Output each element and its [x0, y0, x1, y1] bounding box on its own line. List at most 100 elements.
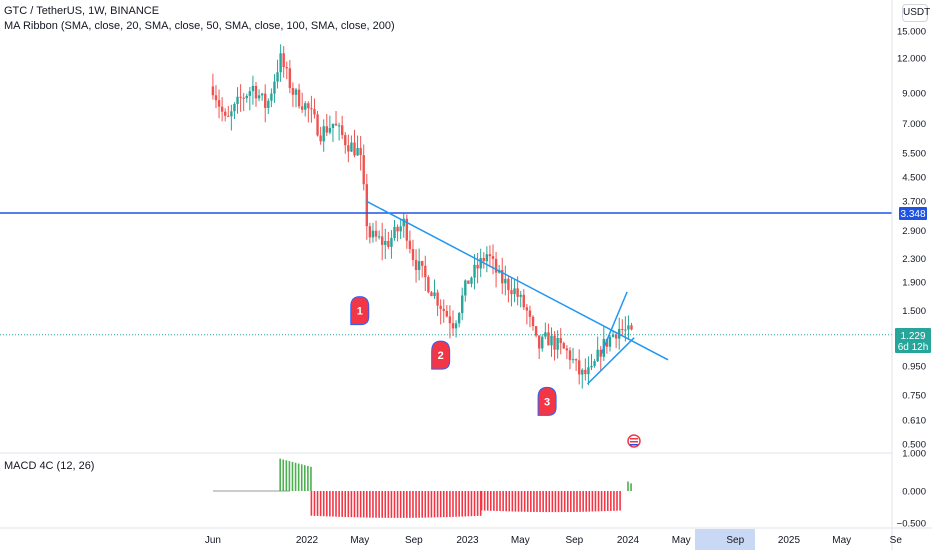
- candle: [393, 220, 396, 241]
- candle: [325, 114, 328, 137]
- candle: [556, 330, 559, 359]
- macd-bar: [304, 465, 306, 491]
- candle: [414, 249, 418, 283]
- channel-lower-line[interactable]: [587, 337, 635, 385]
- macd-bar: [338, 491, 340, 517]
- macd-bar: [557, 491, 560, 513]
- candle: [541, 334, 544, 352]
- symbol-legend[interactable]: GTC / TetherUS, 1W, BINANCE: [4, 5, 160, 17]
- macd-bar: [446, 491, 448, 518]
- candle: [433, 279, 436, 299]
- price-tick-label: 0.610: [902, 415, 926, 426]
- time-tick-label: Jun: [205, 535, 221, 546]
- macd-bar: [480, 491, 483, 511]
- macd-bar: [344, 491, 347, 517]
- candle: [451, 310, 455, 337]
- macd-scale: 1.000 0.000 −0.500: [897, 449, 926, 530]
- candle: [537, 335, 541, 360]
- wave-marker-2[interactable]: 2: [431, 340, 451, 370]
- macd-bar: [300, 464, 303, 491]
- candle: [310, 95, 313, 123]
- price-tick-label: 1.900: [902, 277, 926, 288]
- candle: [353, 129, 356, 158]
- currency-button[interactable]: USDT: [902, 4, 930, 22]
- macd-bar: [539, 491, 541, 513]
- candle: [439, 299, 442, 325]
- price-tick-label: 5.500: [902, 148, 926, 159]
- candle: [519, 290, 522, 308]
- macd-bar: [603, 491, 606, 512]
- time-tick-label: 2022: [296, 535, 319, 546]
- macd-bar: [473, 491, 476, 517]
- hline-price-badge: 3.348: [899, 207, 927, 220]
- candle: [482, 252, 485, 269]
- macd-bar: [402, 491, 405, 518]
- macd-bar: [325, 491, 328, 517]
- macd-pane[interactable]: [213, 458, 632, 518]
- candle: [260, 92, 264, 101]
- macd-bar: [630, 483, 632, 491]
- candle: [550, 327, 553, 357]
- channel-upper-line[interactable]: [600, 291, 628, 355]
- candle: [457, 311, 461, 328]
- time-tick-label: May: [672, 535, 691, 546]
- candle: [233, 102, 236, 120]
- candle: [464, 279, 467, 302]
- time-tick-label: Sep: [565, 535, 583, 546]
- macd-bar: [319, 491, 322, 517]
- macd-bar: [430, 491, 433, 518]
- candle: [627, 315, 630, 339]
- wave-marker-1[interactable]: 1: [350, 296, 370, 326]
- candle: [387, 231, 390, 249]
- candle: [584, 358, 587, 381]
- candle: [267, 98, 270, 114]
- macd-bar: [452, 491, 454, 517]
- candle: [467, 280, 470, 284]
- candle: [371, 222, 375, 243]
- candle: [405, 214, 409, 249]
- candle: [547, 323, 550, 346]
- candle: [513, 278, 516, 303]
- candle: [220, 97, 224, 122]
- macd-bar: [490, 491, 492, 511]
- descending-trendline[interactable]: [365, 200, 669, 361]
- candle: [436, 289, 439, 317]
- candle: [380, 222, 384, 261]
- macd-bar: [442, 491, 445, 518]
- candle: [242, 92, 245, 112]
- candle: [282, 46, 285, 78]
- macd-bar: [366, 491, 368, 518]
- macd-bar: [369, 491, 371, 518]
- macd-bar: [526, 491, 529, 512]
- flag-icon[interactable]: [627, 434, 641, 448]
- wave-marker-3[interactable]: 3: [537, 386, 557, 416]
- macd-bar: [542, 491, 544, 513]
- candle: [473, 253, 476, 290]
- time-axis[interactable]: Jun 2022 May Sep 2023 May Sep 2024 May Sep 2025 May…: [0, 527, 932, 550]
- candle: [239, 84, 242, 112]
- price-scale[interactable]: 15.000 12.000 9.000 7.000 5.500 4.500 3.700 2.9…: [891, 0, 931, 550]
- candle: [525, 303, 529, 325]
- candle: [251, 75, 255, 105]
- ma-ribbon-legend[interactable]: MA Ribbon (SMA, close, 20, SMA, close, 5…: [4, 20, 395, 32]
- macd-bar: [594, 491, 597, 512]
- candle: [402, 213, 405, 238]
- price-tick-label: 2.900: [902, 226, 926, 237]
- macd-bar: [393, 491, 396, 518]
- price-pane[interactable]: 1 2 3: [0, 0, 892, 453]
- macd-bar: [600, 491, 603, 512]
- candle: [507, 275, 510, 303]
- time-tick-label: May: [832, 535, 851, 546]
- macd-bar: [517, 491, 520, 512]
- macd-bar: [610, 491, 612, 511]
- macd-bar: [288, 461, 291, 491]
- macd-bar: [470, 491, 473, 517]
- candle: [257, 89, 261, 102]
- trendlines-layer: [365, 200, 669, 385]
- macd-legend[interactable]: MACD 4C (12, 26): [4, 460, 95, 472]
- macd-bar: [356, 491, 359, 518]
- macd-bar: [313, 491, 316, 516]
- macd-bar: [619, 491, 621, 511]
- candle: [273, 74, 276, 103]
